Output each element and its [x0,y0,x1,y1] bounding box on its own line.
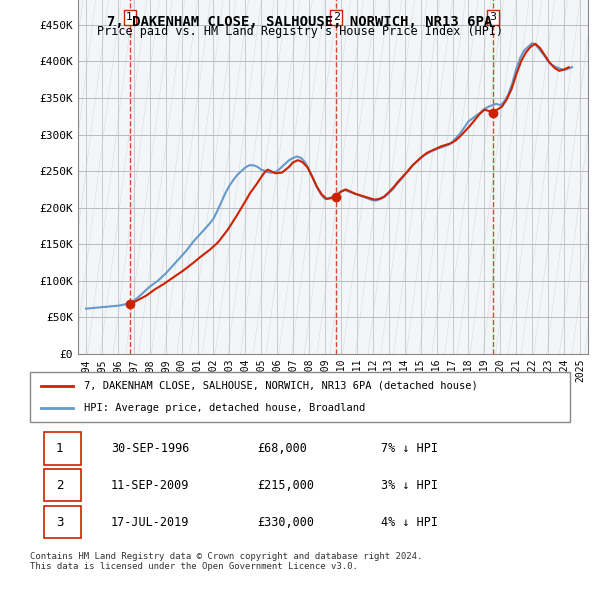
Text: 3% ↓ HPI: 3% ↓ HPI [381,478,438,492]
Text: 4% ↓ HPI: 4% ↓ HPI [381,516,438,529]
Text: Price paid vs. HM Land Registry's House Price Index (HPI): Price paid vs. HM Land Registry's House … [97,25,503,38]
FancyBboxPatch shape [44,469,82,502]
Text: 17-JUL-2019: 17-JUL-2019 [111,516,190,529]
Text: 1: 1 [126,12,133,22]
Text: HPI: Average price, detached house, Broadland: HPI: Average price, detached house, Broa… [84,403,365,413]
Text: 7, DAKENHAM CLOSE, SALHOUSE, NORWICH, NR13 6PA (detached house): 7, DAKENHAM CLOSE, SALHOUSE, NORWICH, NR… [84,381,478,391]
FancyBboxPatch shape [44,432,82,464]
Text: Contains HM Land Registry data © Crown copyright and database right 2024.
This d: Contains HM Land Registry data © Crown c… [30,552,422,571]
Text: £330,000: £330,000 [257,516,314,529]
Text: 2: 2 [56,478,64,492]
Text: 11-SEP-2009: 11-SEP-2009 [111,478,190,492]
Text: 2: 2 [332,12,340,22]
Text: £215,000: £215,000 [257,478,314,492]
FancyBboxPatch shape [44,506,82,538]
Text: 3: 3 [490,12,497,22]
Text: £68,000: £68,000 [257,442,307,455]
Text: 7, DAKENHAM CLOSE, SALHOUSE, NORWICH, NR13 6PA: 7, DAKENHAM CLOSE, SALHOUSE, NORWICH, NR… [107,15,493,29]
Text: 1: 1 [56,442,64,455]
Text: 7% ↓ HPI: 7% ↓ HPI [381,442,438,455]
Text: 3: 3 [56,516,64,529]
FancyBboxPatch shape [30,372,570,422]
Text: 30-SEP-1996: 30-SEP-1996 [111,442,190,455]
